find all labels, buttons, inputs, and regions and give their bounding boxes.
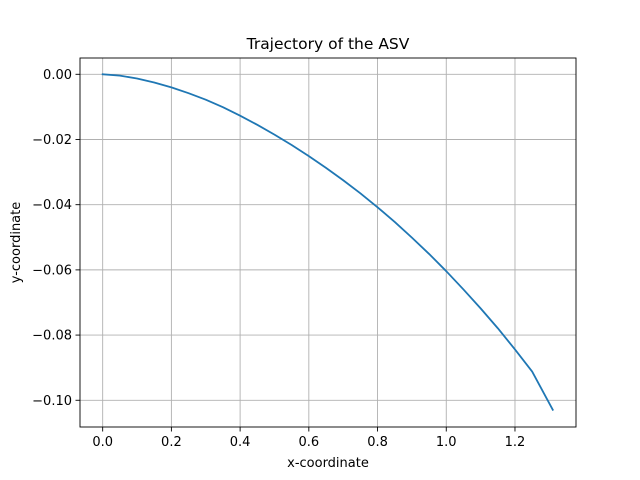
x-tick-label: 1.0 [436, 435, 457, 450]
y-tick-label: −0.02 [32, 133, 72, 148]
y-tick-label: 0.00 [43, 68, 72, 83]
x-tick-label: 0.2 [161, 435, 182, 450]
series-layer [101, 73, 554, 411]
x-tick-label: 0.8 [367, 435, 388, 450]
x-tick-label: 0.4 [230, 435, 251, 450]
x-tick-label: 0.0 [92, 435, 113, 450]
x-axis-label: x-coordinate [287, 456, 369, 471]
grid [80, 58, 576, 427]
chart-title: Trajectory of the ASV [246, 35, 410, 53]
y-tick-label: −0.06 [32, 263, 72, 278]
y-tick-label: −0.08 [32, 329, 72, 344]
y-axis-label: y-coordinate [9, 202, 24, 284]
x-tick-label: 1.2 [505, 435, 526, 450]
x-tick-label: 0.6 [298, 435, 319, 450]
y-tick-label: −0.10 [32, 394, 72, 409]
y-tick-label: −0.04 [32, 198, 72, 213]
trajectory-line [101, 73, 554, 411]
plot-frame [79, 57, 577, 428]
x-axis-ticks: 0.0 0.2 0.4 0.6 0.8 1.0 1.2 [92, 427, 525, 450]
y-axis-ticks: 0.00 −0.02 −0.04 −0.06 −0.08 −0.10 [32, 68, 80, 409]
